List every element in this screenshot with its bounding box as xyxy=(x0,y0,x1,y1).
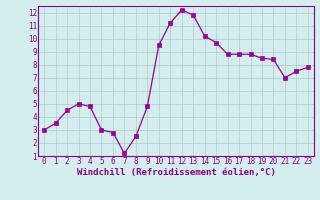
X-axis label: Windchill (Refroidissement éolien,°C): Windchill (Refroidissement éolien,°C) xyxy=(76,168,276,177)
